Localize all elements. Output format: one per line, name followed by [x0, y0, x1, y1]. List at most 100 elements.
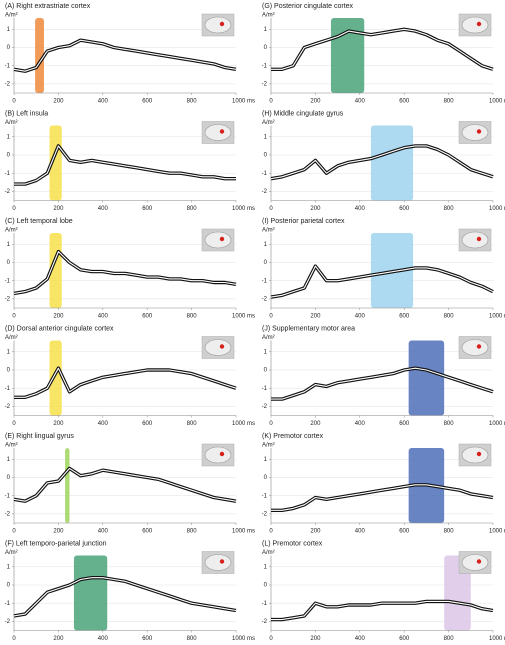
y-tick-label: -1: [262, 386, 268, 392]
x-tick-label: 0: [269, 636, 273, 642]
x-tick-label: 800: [444, 421, 455, 427]
x-tick-label: 400: [98, 421, 109, 427]
brain-source: [219, 129, 225, 134]
y-unit-label: A/m²: [5, 120, 18, 126]
y-tick-label: -2: [262, 511, 268, 517]
x-tick-label: 200: [53, 636, 64, 642]
brain-source: [476, 129, 482, 134]
y-tick-label: -2: [5, 404, 11, 410]
x-tick-label: 400: [355, 206, 366, 212]
brain-thumbnail: [201, 443, 235, 467]
y-tick-label: -1: [5, 386, 11, 392]
brain-thumbnail: [458, 121, 492, 144]
x-tick-label: 800: [187, 206, 198, 212]
x-tick-label: 1000 ms: [232, 421, 255, 427]
x-tick-label: 800: [444, 206, 455, 212]
x-tick-label: 0: [12, 529, 16, 535]
y-tick-label: -1: [262, 493, 268, 499]
brain-source: [476, 21, 482, 27]
x-tick-label: 1000 ms: [232, 636, 255, 642]
brain-thumbnail: [458, 551, 492, 574]
x-tick-label: 800: [187, 636, 198, 642]
panel-title: (D) Dorsal anterior cingulate cortex: [5, 325, 114, 332]
y-tick-label: 0: [7, 583, 11, 589]
source-curve-inner: [13, 39, 237, 72]
brain-thumbnail: [201, 551, 235, 574]
brain-shape: [461, 554, 489, 571]
time-window: [49, 340, 62, 416]
y-unit-label: A/m²: [5, 228, 18, 234]
y-tick-label: -2: [262, 81, 268, 87]
panel-title: (F) Left temporo-parietal junction: [5, 540, 107, 547]
x-tick-label: 800: [444, 99, 455, 105]
y-tick-label: -2: [262, 189, 268, 195]
source-curve: [13, 576, 237, 618]
x-tick-label: 600: [399, 529, 410, 535]
x-tick-label: 600: [142, 99, 153, 105]
y-tick-label: 1: [7, 242, 11, 248]
y-tick-label: 0: [264, 368, 268, 374]
source-curve-inner: [271, 600, 494, 621]
panel-title: (J) Supplementary motor area: [262, 325, 355, 332]
y-tick-label: -2: [5, 189, 11, 195]
x-tick-label: 0: [12, 636, 16, 642]
brain-shape: [461, 16, 489, 34]
brain-shape: [204, 446, 232, 464]
brain-thumbnail: [201, 336, 235, 359]
brain-thumbnail: [201, 228, 235, 252]
x-tick-label: 600: [142, 206, 153, 212]
panel-title: (L) Premotor cortex: [262, 540, 323, 547]
brain-source: [219, 451, 225, 457]
y-tick-label: -2: [5, 296, 11, 302]
time-window: [65, 448, 70, 523]
x-tick-label: 800: [187, 314, 198, 320]
x-tick-label: 800: [187, 99, 198, 105]
y-tick-label: 1: [7, 27, 11, 33]
y-unit-label: A/m²: [262, 335, 275, 341]
y-tick-label: -1: [262, 63, 268, 69]
x-tick-label: 1000 ms: [489, 529, 505, 535]
x-tick-label: 800: [187, 421, 198, 427]
y-tick-label: 0: [7, 45, 11, 51]
x-tick-label: 0: [269, 314, 273, 320]
brain-source: [219, 21, 225, 27]
x-tick-label: 200: [53, 529, 64, 535]
x-tick-label: 400: [98, 529, 109, 535]
y-unit-label: A/m²: [5, 443, 18, 449]
source-curve: [14, 366, 237, 399]
brain-source: [476, 451, 482, 457]
x-tick-label: 200: [310, 99, 321, 105]
panel-title: (I) Posterior parietal cortex: [262, 218, 345, 225]
panel-title: (B) Left insula: [5, 110, 48, 117]
x-tick-label: 400: [98, 314, 109, 320]
x-tick-label: 400: [98, 636, 109, 642]
y-tick-label: -1: [5, 601, 11, 607]
brain-shape: [204, 231, 232, 249]
x-tick-label: 1000 ms: [232, 529, 255, 535]
x-tick-label: 1000 ms: [489, 636, 505, 642]
panel-title: (C) Left temporal lobe: [5, 218, 73, 225]
brain-source: [219, 559, 225, 564]
source-curve-inner: [271, 484, 494, 511]
x-tick-label: 200: [53, 421, 64, 427]
x-tick-label: 200: [53, 206, 64, 212]
brain-shape: [461, 124, 489, 141]
x-tick-label: 0: [12, 314, 16, 320]
y-tick-label: 0: [264, 153, 268, 159]
y-unit-label: A/m²: [5, 13, 18, 19]
brain-thumbnail: [201, 13, 235, 37]
y-unit-label: A/m²: [262, 550, 275, 556]
y-unit-label: A/m²: [262, 228, 275, 234]
panel-title: (G) Posterior cingulate cortex: [262, 3, 354, 10]
source-curve-inner: [271, 367, 494, 400]
time-window: [35, 18, 44, 93]
y-tick-label: 1: [7, 134, 11, 140]
x-tick-label: 400: [355, 529, 366, 535]
y-unit-label: A/m²: [262, 120, 275, 126]
y-tick-label: 0: [264, 475, 268, 481]
y-tick-label: -2: [5, 619, 11, 625]
time-window: [73, 555, 108, 631]
y-tick-label: 0: [7, 475, 11, 481]
x-tick-label: 400: [355, 99, 366, 105]
